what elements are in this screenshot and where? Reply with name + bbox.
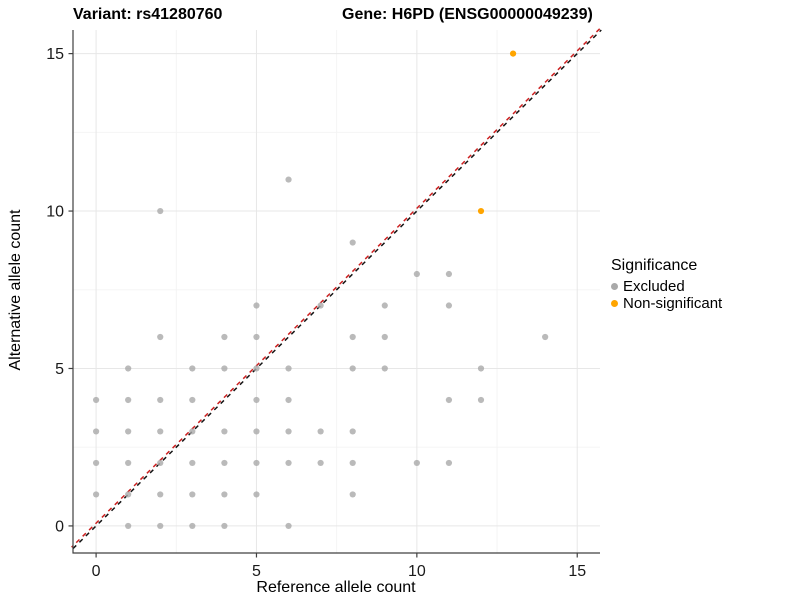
identity-red — [71, 28, 601, 548]
data-point — [125, 396, 132, 404]
data-point — [253, 459, 260, 467]
plot-title-variant: Variant: rs41280760 — [73, 6, 223, 23]
data-point — [253, 428, 260, 435]
data-point — [125, 365, 132, 372]
legend-item-label: Excluded — [623, 278, 685, 295]
data-point — [381, 333, 388, 341]
data-point — [157, 522, 164, 530]
data-point — [125, 428, 132, 435]
data-point — [349, 365, 356, 372]
data-point — [189, 428, 196, 435]
legend-item-non-significant: Non-significant — [611, 295, 796, 312]
data-point — [317, 302, 324, 309]
data-point — [317, 428, 324, 435]
data-point — [92, 491, 100, 498]
data-point — [221, 522, 228, 530]
y-tick-label: 5 — [55, 361, 64, 378]
gridlines-minor — [73, 30, 600, 553]
data-point — [285, 365, 292, 372]
data-point — [189, 522, 196, 530]
data-point — [157, 396, 164, 404]
legend: Significance Excluded Non-significant — [611, 257, 796, 312]
data-point — [189, 396, 196, 404]
data-point — [189, 459, 196, 467]
plot-title-gene: Gene: H6PD (ENSG00000049239) — [342, 6, 593, 23]
data-point — [92, 428, 100, 435]
data-point — [253, 302, 260, 309]
data-point — [317, 459, 324, 467]
data-point — [253, 491, 260, 498]
data-point — [221, 491, 228, 498]
data-point — [189, 365, 196, 372]
data-point — [542, 333, 549, 341]
axis-ticks — [68, 53, 578, 558]
data-point — [285, 428, 292, 435]
data-point — [92, 459, 100, 467]
data-point — [413, 459, 420, 467]
data-point — [189, 491, 196, 498]
data-point — [157, 333, 164, 341]
data-point — [381, 302, 388, 309]
data-point — [445, 396, 453, 404]
identity-lines — [71, 28, 602, 550]
y-tick-label: 15 — [46, 46, 64, 63]
data-point — [253, 365, 260, 372]
data-point — [157, 459, 164, 467]
data-point — [349, 428, 356, 435]
x-tick-label: 0 — [92, 563, 101, 580]
data-point — [349, 491, 356, 498]
data-point — [445, 302, 453, 309]
non-significant-dot-icon — [611, 300, 618, 307]
data-point — [285, 522, 292, 530]
data-point — [349, 239, 356, 246]
y-axis-title: Alternative allele count — [7, 209, 24, 371]
excluded-dot-icon — [611, 283, 618, 290]
data-point — [125, 491, 132, 498]
data-point — [285, 396, 292, 404]
data-point — [221, 333, 228, 341]
data-point — [381, 365, 388, 372]
data-point — [349, 333, 356, 341]
data-point — [253, 333, 260, 341]
data-point — [477, 207, 485, 215]
data-point — [349, 459, 356, 467]
data-point — [285, 459, 292, 467]
data-point — [285, 176, 292, 183]
data-point — [125, 522, 132, 530]
data-point — [221, 365, 228, 372]
legend-title: Significance — [611, 257, 698, 274]
data-point — [157, 207, 164, 215]
data-point — [125, 459, 132, 467]
tick-labels: 0 5 10 15 0 5 10 15 — [46, 46, 586, 580]
data-point — [477, 365, 485, 372]
x-tick-label: 5 — [252, 563, 261, 580]
points-excluded — [92, 176, 549, 530]
x-tick-label: 10 — [408, 563, 426, 580]
data-point — [157, 428, 164, 435]
data-point — [509, 50, 517, 57]
data-point — [413, 270, 420, 278]
axis-lines — [72, 30, 600, 554]
x-tick-label: 15 — [568, 563, 586, 580]
data-point — [221, 428, 228, 435]
data-point — [445, 270, 453, 278]
x-axis-title: Reference allele count — [256, 579, 416, 596]
legend-item-label: Non-significant — [623, 295, 723, 312]
data-point — [157, 491, 164, 498]
data-point — [445, 459, 453, 467]
data-point — [221, 459, 228, 467]
points-non-significant — [477, 50, 517, 215]
data-point — [92, 396, 100, 404]
y-tick-label: 10 — [46, 204, 64, 221]
data-point — [477, 396, 485, 404]
identity-black — [72, 29, 602, 550]
data-point — [253, 396, 260, 404]
legend-item-excluded: Excluded — [611, 278, 796, 295]
y-tick-label: 0 — [55, 518, 64, 535]
